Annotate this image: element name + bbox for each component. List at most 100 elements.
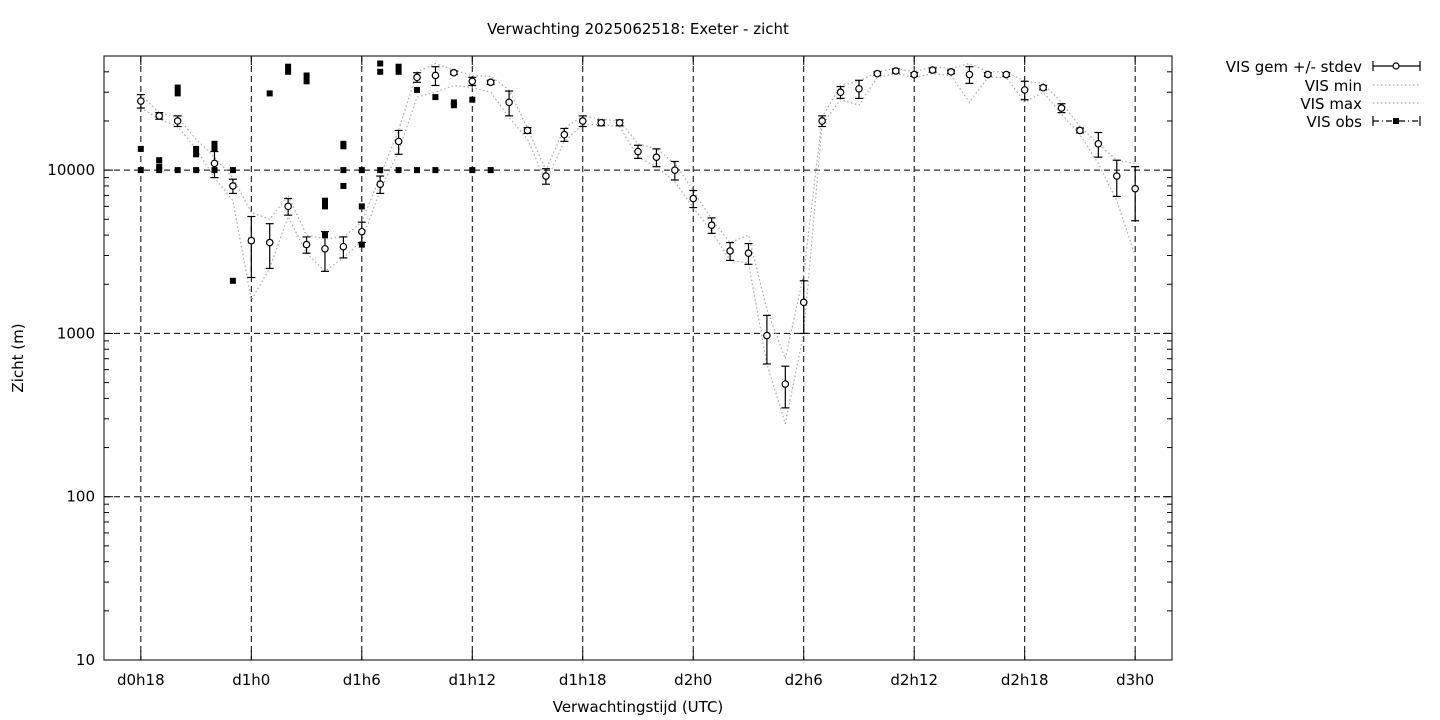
y-tick-label: 1000 [57, 324, 95, 342]
vis-obs-point [450, 102, 457, 109]
vis-mean-point [468, 77, 477, 86]
y-tick-label: 10000 [47, 161, 95, 179]
vis-mean-point [357, 227, 366, 236]
vis-mean-point [781, 380, 790, 388]
vis-mean-point [339, 242, 348, 251]
x-tick-label: d2h6 [785, 671, 823, 689]
x-tick-label: d1h6 [343, 671, 381, 689]
legend-sample-mean-marker [1392, 62, 1400, 70]
envelope-lines [140, 62, 1136, 424]
vis-mean-point [431, 71, 440, 80]
vis-mean-point [523, 126, 532, 135]
y-axis-label: Zicht (m) [9, 323, 27, 392]
vis-mean-point [1094, 139, 1103, 148]
vis-mean-point [910, 70, 919, 79]
vis-mean-point [947, 68, 955, 76]
vis-mean-point [615, 118, 624, 127]
vis-obs-point [285, 68, 292, 75]
vis-obs-point [322, 197, 328, 204]
vis-mean-point [302, 240, 311, 249]
vis-obs-point [414, 86, 420, 93]
vis-mean-point [155, 112, 164, 120]
vis-mean-point [229, 182, 237, 190]
y-tick-label: 10 [76, 651, 95, 669]
vis-mean-point [873, 69, 882, 78]
vis-obs-point [266, 90, 273, 97]
vis-obs-point [340, 143, 347, 150]
vis-mean-point [284, 202, 292, 211]
vis-mean-point [836, 88, 845, 97]
vis-mean-point [413, 73, 421, 82]
vis-mean-point [542, 172, 550, 180]
vis-obs-point [487, 167, 494, 174]
vis-obs-point [340, 183, 347, 189]
vis-mean-point [210, 159, 219, 168]
vis-mean-point [707, 221, 716, 230]
legend-entry-mean: VIS gem +/- stdev [1226, 58, 1421, 76]
vis-mean-point [578, 117, 587, 125]
vis-obs-point [174, 167, 181, 174]
vis-mean-point [137, 97, 145, 105]
legend: VIS gem +/- stdev VIS min VIS max VIS ob… [1226, 58, 1421, 131]
vis-mean-point [689, 194, 698, 203]
vis-obs-point [156, 157, 163, 164]
vis-obs-point [193, 151, 200, 158]
vis-mean-point [265, 238, 274, 247]
vis-obs-point [358, 203, 365, 210]
vis-mean-point [965, 70, 974, 79]
x-tick-label: d2h18 [1001, 671, 1049, 689]
vis-obs-point [395, 63, 402, 70]
legend-label-min: VIS min [1305, 77, 1362, 95]
vis-mean-point [763, 331, 771, 340]
vis-mean-point [173, 117, 182, 125]
legend-entry-obs: VIS obs [1307, 113, 1421, 131]
vis-mean-point [394, 137, 403, 146]
vis-mean-point [855, 84, 863, 93]
vis-obs-point [137, 167, 144, 174]
legend-label-mean: VIS gem +/- stdev [1226, 58, 1362, 76]
x-tick-label: d1h12 [448, 671, 496, 689]
vis-obs-point [395, 68, 402, 75]
vis-mean-point [1057, 104, 1066, 112]
vis-mean-point [1076, 126, 1084, 135]
vis-obs-point [340, 167, 347, 174]
vis-mean-point [1039, 83, 1047, 92]
vis-obs-point [285, 63, 292, 70]
vis-mean-point [744, 249, 753, 257]
vis-obs-point [174, 84, 181, 91]
x-tick-label: d2h0 [674, 671, 712, 689]
legend-label-max: VIS max [1300, 95, 1362, 113]
vis-obs-point [358, 241, 365, 248]
axis-ticks [104, 55, 1172, 661]
vis-mean-point [376, 180, 385, 189]
vis-obs-point [174, 90, 181, 97]
vis-mean-point [652, 153, 661, 162]
chart-title: Verwachting 2025062518: Exeter - zicht [487, 20, 789, 38]
vis-obs-point [377, 167, 384, 174]
x-tick-label: d1h0 [232, 671, 270, 689]
x-tick-label: d3h0 [1116, 671, 1154, 689]
vis-mean-point [450, 68, 458, 77]
series-marks [136, 60, 1140, 409]
legend-entry-min: VIS min [1305, 77, 1420, 95]
vis-mean-point [984, 70, 992, 79]
vis-obs-point [303, 78, 310, 85]
vis-obs-point [156, 167, 163, 174]
legend-sample-obs-marker [1393, 118, 1399, 124]
vis-mean-point [505, 98, 513, 107]
vis-mean-point [321, 244, 329, 253]
vis-obs-point [395, 167, 402, 174]
plot-frame [103, 55, 1173, 661]
vis-obs-point [322, 203, 328, 210]
vis-obs-point [377, 60, 384, 67]
vis-mean-point [486, 78, 495, 87]
axis-tick-labels: 10 100 1000 10000 d0h18 d1h0 d1h6 d1h12 d1h18 d2h… [47, 161, 1154, 689]
vis-max-line [140, 62, 1136, 361]
vis-obs-point [229, 167, 236, 174]
vis-obs-point [432, 167, 439, 174]
x-tick-label: d1h18 [559, 671, 607, 689]
vis-obs-point [469, 96, 476, 103]
vis-obs-point [193, 167, 200, 174]
vis-mean-point [799, 298, 808, 307]
